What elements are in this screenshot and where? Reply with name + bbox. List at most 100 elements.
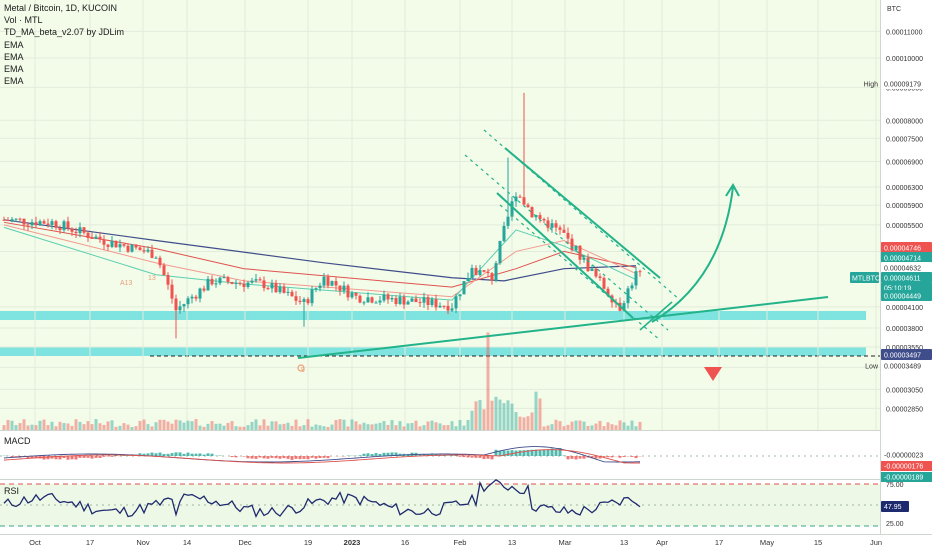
macd-histogram-bar [590, 456, 594, 459]
candle-body [518, 196, 522, 198]
volume-bar [562, 426, 566, 430]
macd-histogram-bar [46, 456, 50, 460]
volume-bar [362, 422, 366, 430]
volume-bar [462, 425, 466, 430]
macd-axis-label: -0.00000176 [884, 464, 923, 471]
price-tick-label: 0.00010000 [886, 56, 923, 63]
price-label-tag: Low [865, 364, 879, 371]
price-label-box [881, 290, 932, 301]
time-axis[interactable]: Oct 17 Nov 14 Dec 19 2023 16 Feb 13 Mar 13 Apr 17 May 1… [29, 538, 882, 547]
volume-bar [514, 412, 518, 430]
macd-histogram-bar [574, 456, 578, 460]
legend-ema[interactable]: EMA [4, 51, 24, 62]
macd-histogram-bar [610, 456, 614, 458]
volume-bar [278, 424, 282, 430]
macd-histogram-bar [42, 456, 46, 460]
volume-bar [238, 426, 242, 430]
macd-axis-box [881, 461, 932, 471]
price-label-value: 0.00004449 [884, 294, 921, 301]
volume-bar [134, 426, 138, 430]
time-tick-label: 17 [86, 538, 94, 547]
legend-ema[interactable]: EMA [4, 39, 24, 50]
candle-body [270, 283, 274, 289]
price-tick-label: 0.00003050 [886, 387, 923, 394]
legend-ema[interactable]: EMA [4, 76, 24, 87]
time-tick-label: 19 [304, 538, 312, 547]
macd-histogram-bar [386, 452, 390, 456]
legend: Metal / Bitcoin, 1D, KUCOIN Vol · MTL TD… [4, 2, 124, 87]
volume-bar [286, 422, 290, 430]
candle-body [590, 268, 594, 272]
candle-body [318, 285, 322, 289]
volume-bar [302, 425, 306, 430]
candle-body [246, 282, 250, 287]
macd-histogram-bar [394, 452, 398, 456]
macd-histogram-bar [242, 456, 246, 457]
macd-histogram-bar [94, 456, 98, 458]
volume-bar [50, 421, 54, 430]
candle-body [130, 244, 134, 252]
candle-body [530, 207, 534, 218]
macd-histogram-bar [142, 453, 146, 456]
price-tick-label: 0.00011000 [886, 29, 923, 36]
candle-body [338, 285, 342, 291]
volume-bar [626, 425, 630, 430]
candle-body [26, 224, 30, 226]
legend-indicator[interactable]: TD_MA_beta_v2.07 by JDLim [4, 27, 125, 38]
candle-body [314, 288, 318, 290]
candle-body [282, 286, 286, 293]
candle-body [326, 276, 330, 286]
volume-bar [566, 424, 570, 430]
volume-bar [470, 410, 474, 430]
volume-bar [526, 416, 530, 430]
candle-body [162, 265, 166, 276]
legend-volume[interactable]: Vol · MTL [4, 15, 43, 26]
price-label-box [881, 272, 932, 283]
macd-axis-box [881, 450, 932, 460]
macd-pane [0, 446, 880, 464]
volume-bar [198, 425, 202, 430]
macd-histogram-bar [174, 452, 178, 456]
symbol-title[interactable]: Metal / Bitcoin, 1D, KUCOIN [4, 3, 118, 13]
volume-bar [170, 423, 174, 430]
macd-histogram-bar [146, 453, 150, 456]
time-tick-label: 14 [183, 538, 191, 547]
volume-bar [498, 399, 502, 430]
volume-bar [546, 425, 550, 430]
countdown: 05:10:19 [884, 286, 911, 293]
candle-body [134, 244, 138, 248]
symbol-tag: MTLBTC [852, 276, 880, 283]
candle-body [418, 302, 422, 304]
volume-bar [594, 423, 598, 430]
macd-histogram-bar [490, 456, 494, 460]
candle-body [90, 237, 94, 239]
candle-body [490, 273, 494, 281]
candle-body [522, 197, 526, 205]
price-tick-label: 0.00002850 [886, 406, 923, 413]
macd-histogram-bar [254, 456, 258, 459]
candle-body [22, 218, 26, 225]
volume-bar [486, 332, 490, 430]
candle-body [234, 282, 238, 284]
candle-body [378, 300, 382, 303]
macd-histogram-bar [322, 456, 326, 458]
candle-body [46, 223, 50, 226]
macd-histogram-bar [250, 456, 254, 459]
macd-label[interactable]: MACD [4, 436, 31, 446]
macd-histogram-bar [70, 456, 74, 460]
candle-body [118, 244, 122, 248]
macd-histogram-bar [458, 456, 462, 457]
rsi-label[interactable]: RSI [4, 486, 20, 496]
volume-bar [110, 420, 114, 430]
volume-bar [146, 424, 150, 430]
candle-body [214, 283, 218, 285]
candle-body [390, 297, 394, 300]
candle-body [598, 276, 602, 278]
legend-ema[interactable]: EMA [4, 64, 24, 75]
candle-body [210, 278, 214, 285]
macd-histogram-bar [286, 456, 290, 459]
volume-bar [58, 421, 62, 430]
volume-bar [102, 424, 106, 430]
candle-body [474, 267, 478, 276]
